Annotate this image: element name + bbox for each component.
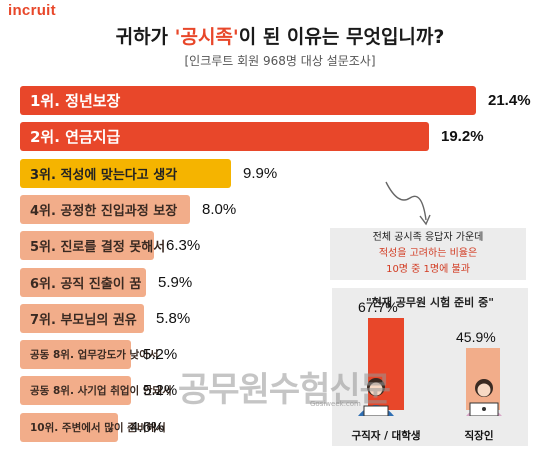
bar-label: 공동 8위. 업무강도가 낮아서: [30, 349, 159, 361]
office-worker-figure: [466, 379, 502, 416]
annotation-arrow: [385, 181, 431, 226]
job-seeker-figure: [358, 378, 394, 416]
incruit-logo: incruit: [8, 2, 56, 19]
inset-panel: "현재 공무원 시험 준비 중" 67.7% 구직자 / 대학생 45.9% 직장인: [332, 288, 528, 446]
watermark: 공무원수험신문: [178, 370, 391, 410]
bar-label: 5위. 진로를 결정 못해서: [30, 240, 166, 255]
bar-value-label: 5.9%: [158, 274, 193, 291]
survey-subtitle: [인크루트 회원 968명 대상 설문조사]: [184, 54, 376, 68]
bar-6: 6위. 공직 진출이 꿈: [20, 268, 146, 297]
bar-3: 3위. 적성에 맞는다고 생각: [20, 159, 231, 188]
title-prefix: 귀하가: [115, 26, 175, 48]
bar-4: 4위. 공정한 진입과정 보장: [20, 195, 190, 224]
annotation-line-1: 전체 공시족 응답자 가운데: [372, 232, 484, 243]
bar-8: 공동 8위. 업무강도가 낮아서: [20, 340, 159, 369]
bar-value-label: 4.6%: [130, 419, 165, 436]
inset-category-label: 직장인: [464, 430, 494, 442]
title-highlight: '공시족': [174, 26, 239, 48]
annotation-line-2: 적성을 고려하는 비율은: [378, 248, 478, 259]
bar-value-label: 21.4%: [488, 92, 531, 109]
bar-label: 2위. 연금지급: [30, 128, 121, 146]
page-title: 귀하가 '공시족'이 된 이유는 무엇입니까?: [0, 22, 560, 49]
bar-value-label: 5.8%: [156, 310, 191, 327]
inset-title: "현재 공무원 시험 준비 중": [366, 296, 494, 309]
bar-10: 10위. 주변에서 많이 준비해서: [20, 413, 166, 442]
annotation-line-3: 10명 중 1명에 불과: [386, 264, 470, 275]
bar-value-label: 5.2%: [143, 382, 178, 399]
inset-bar-2: [466, 348, 500, 410]
bar-value-label: 5.2%: [143, 346, 178, 363]
bar-label: 1위. 정년보장: [30, 92, 121, 110]
inset-category-label: 구직자 / 대학생: [351, 430, 421, 442]
annotation-box: 전체 공시족 응답자 가운데 적성을 고려하는 비율은 10명 중 1명에 불과: [330, 228, 526, 280]
bar-label: 공동 8위. 사기업 취업이 안돼서: [30, 385, 172, 397]
bar-value-label: 8.0%: [202, 201, 237, 218]
bar-5: 5위. 진로를 결정 못해서: [20, 231, 165, 260]
bar-value-label: 19.2%: [441, 128, 484, 145]
watermark-url: Gosiweek.com: [310, 400, 361, 408]
bar-2: 2위. 연금지급: [20, 122, 429, 151]
bar-9: 공동 8위. 사기업 취업이 안돼서: [20, 376, 172, 405]
bar-label: 7위. 부모님의 권유: [30, 313, 137, 328]
inset-value-label: 45.9%: [456, 329, 496, 345]
bar-label: 4위. 공정한 진입과정 보장: [30, 204, 178, 219]
bar-value-label: 6.3%: [166, 237, 201, 254]
title-suffix: 이 된 이유는 무엇입니까?: [238, 26, 445, 48]
bar-1: 1위. 정년보장: [20, 86, 476, 115]
bar-label: 6위. 공직 진출이 꿈: [30, 277, 142, 292]
bar-label: 10위. 주변에서 많이 준비해서: [30, 422, 166, 434]
inset-value-label: 67.7%: [358, 299, 398, 315]
bar-7: 7위. 부모님의 권유: [20, 304, 144, 333]
bar-value-label: 9.9%: [243, 165, 278, 182]
bar-label: 3위. 적성에 맞는다고 생각: [30, 168, 178, 183]
